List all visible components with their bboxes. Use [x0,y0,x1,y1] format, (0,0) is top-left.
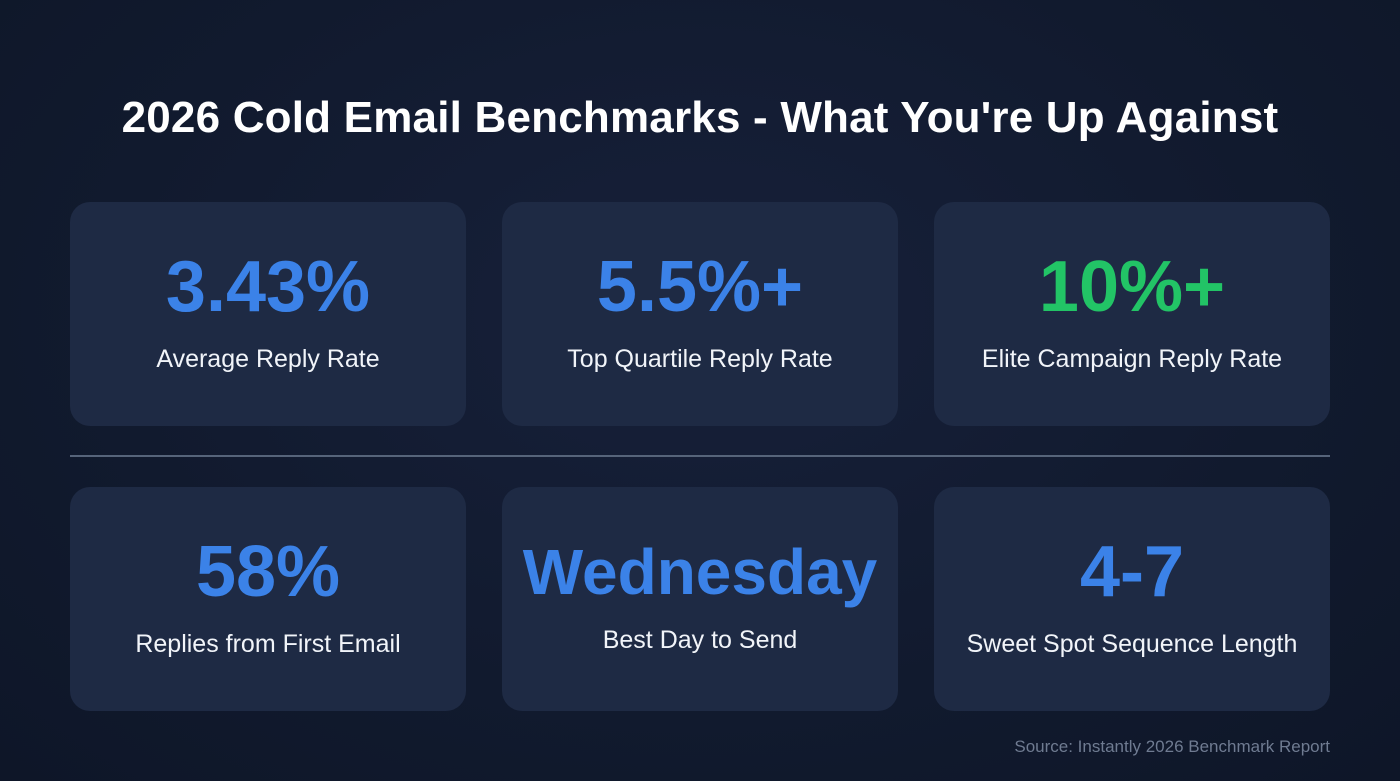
stat-card-average-reply-rate: 3.43% Average Reply Rate [70,202,466,426]
stat-card-elite-campaign-reply-rate: 10%+ Elite Campaign Reply Rate [934,202,1330,426]
stat-label: Best Day to Send [602,625,798,654]
section-divider [70,455,1330,457]
stat-card-best-day-to-send: Wednesday Best Day to Send [502,487,898,711]
stat-value: 58% [195,531,341,612]
stat-label: Elite Campaign Reply Rate [981,344,1283,373]
stat-card-replies-from-first-email: 58% Replies from First Email [70,487,466,711]
stat-value: 3.43% [165,246,371,327]
stat-value: 4-7 [1079,531,1185,612]
stat-label: Replies from First Email [135,629,401,658]
page-title: 2026 Cold Email Benchmarks - What You're… [121,93,1279,143]
stat-card-top-quartile-reply-rate: 5.5%+ Top Quartile Reply Rate [502,202,898,426]
stat-value: 10%+ [1038,246,1226,327]
stat-value: Wednesday [522,535,878,608]
stat-label: Sweet Spot Sequence Length [966,629,1298,658]
stat-card-sequence-length: 4-7 Sweet Spot Sequence Length [934,487,1330,711]
source-citation: Source: Instantly 2026 Benchmark Report [1014,737,1330,756]
stat-label: Average Reply Rate [156,344,380,373]
stat-value: 5.5%+ [596,246,804,327]
stat-label: Top Quartile Reply Rate [567,344,833,373]
